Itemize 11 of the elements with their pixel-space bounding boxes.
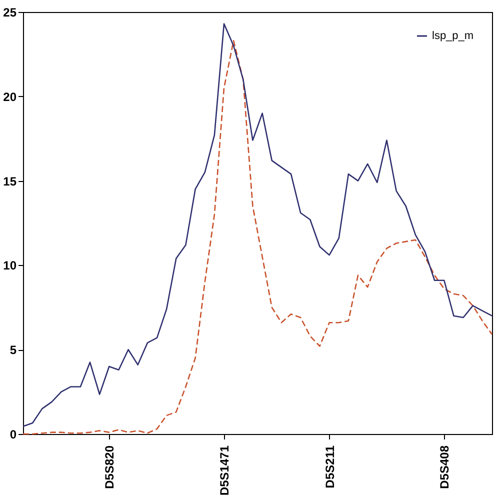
y-tick-label: 25 [3, 6, 17, 20]
x-tick-label: D5S211 [322, 445, 337, 488]
x-tick-label: D5S408 [438, 445, 452, 489]
y-tick-label: 10 [3, 258, 17, 273]
y-tick-label: 5 [10, 343, 17, 358]
x-tick-label: D5S1471 [218, 445, 232, 496]
x-tick-label: D5S820 [102, 445, 117, 489]
y-tick-label: 15 [3, 174, 17, 188]
y-tick-label: 0 [10, 428, 17, 442]
y-tick-label: 20 [3, 90, 17, 104]
legend-label: lsp_p_m [432, 30, 474, 42]
